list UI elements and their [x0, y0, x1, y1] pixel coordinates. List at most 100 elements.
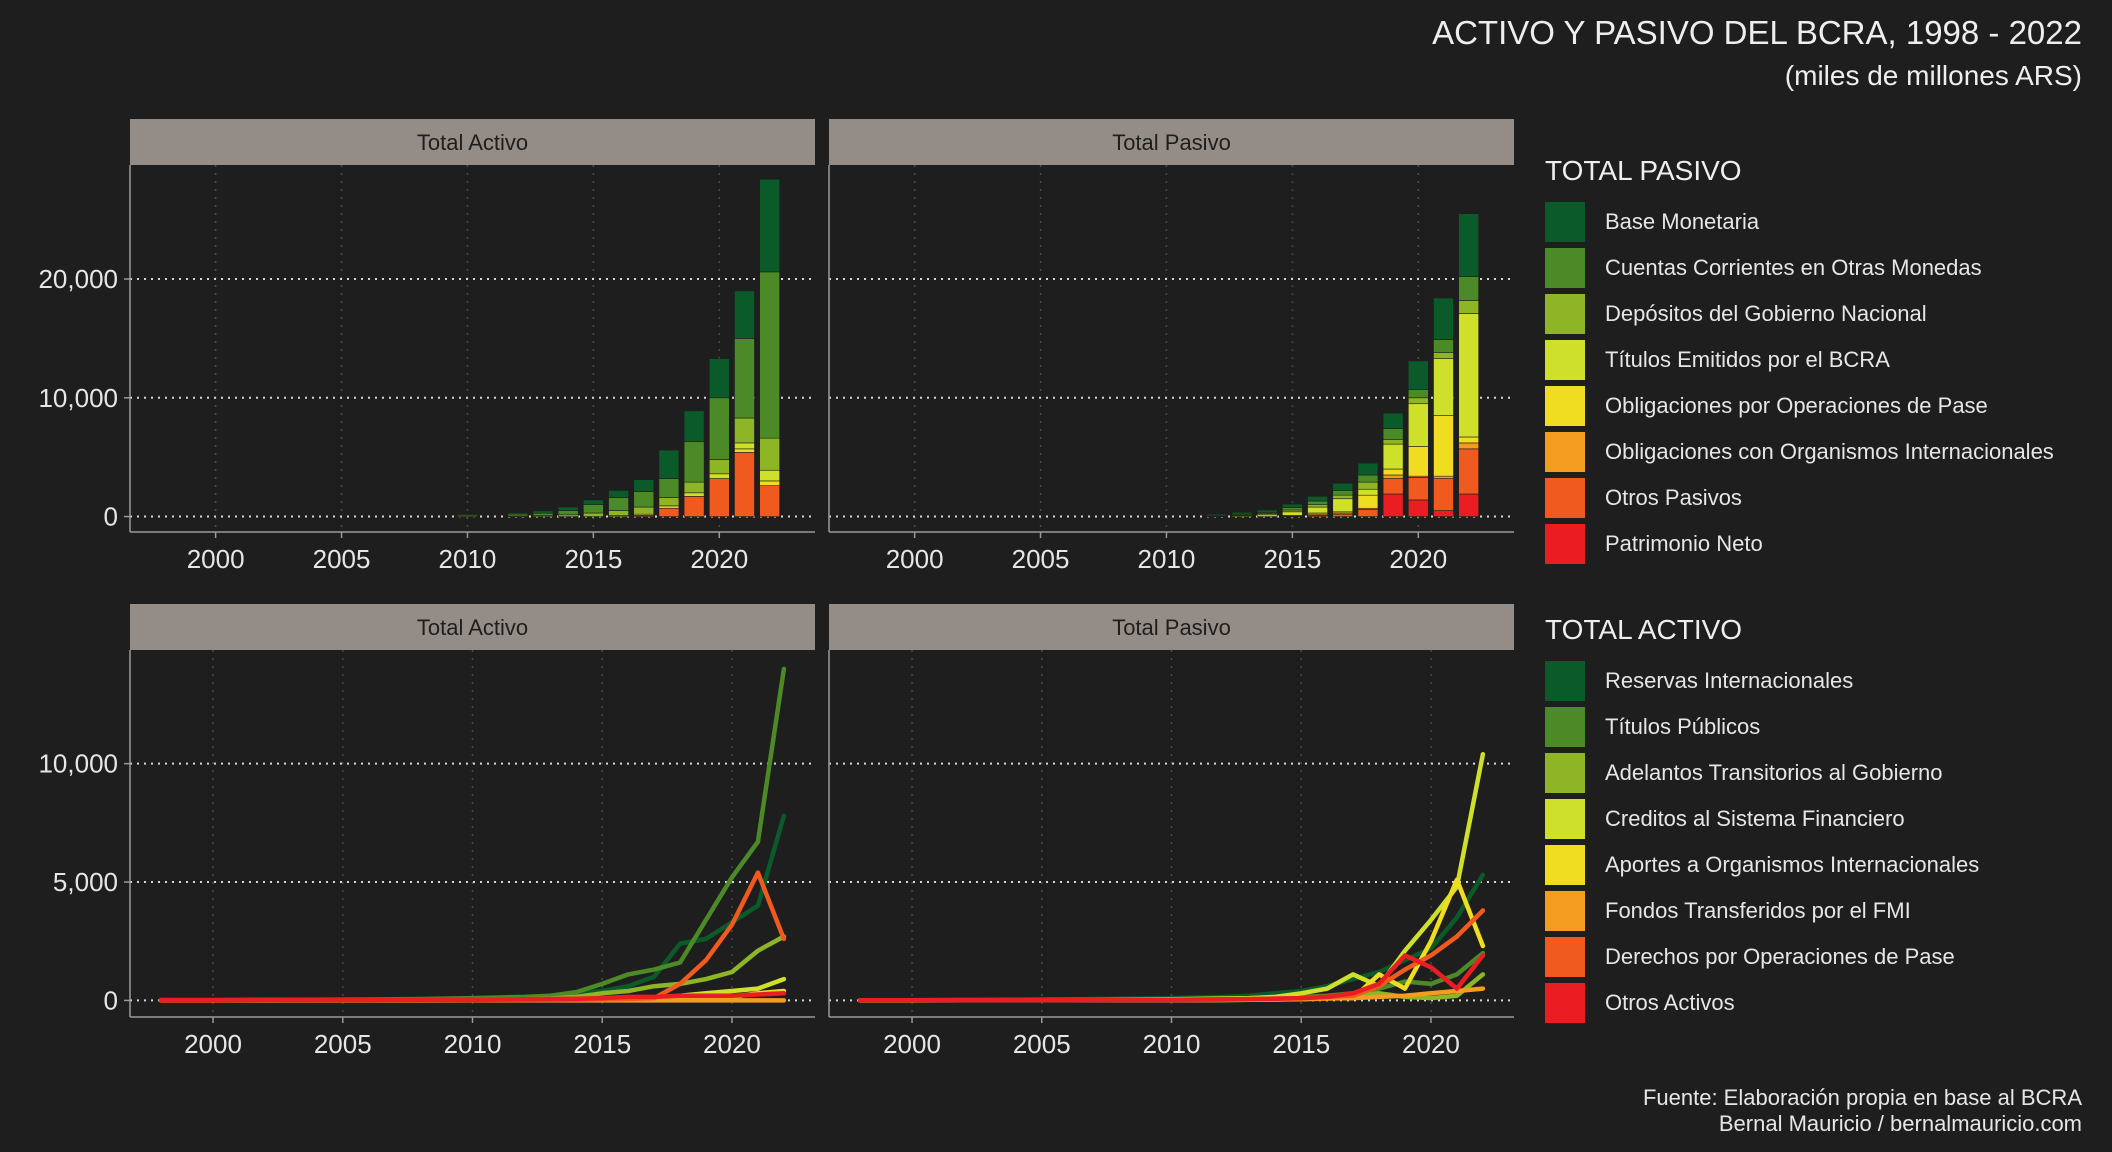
- legend-item: Fondos Transferidos por el FMI: [1545, 888, 1979, 934]
- legend-item: Base Monetaria: [1545, 199, 2054, 245]
- x-tick-label: 2020: [690, 544, 748, 574]
- legend-swatch: [1545, 983, 1585, 1023]
- bar-segment: [1332, 513, 1354, 517]
- bar-segment: [608, 510, 629, 516]
- legend-label: Obligaciones con Organismos Internaciona…: [1605, 439, 2054, 464]
- caption-author: Bernal Mauricio / bernalmauricio.com: [1718, 1111, 2082, 1136]
- legend-item: Títulos Emitidos por el BCRA: [1545, 337, 2054, 383]
- legend-swatch: [1545, 753, 1585, 793]
- legend-swatch: [1545, 845, 1585, 885]
- bar-segment: [1382, 443, 1404, 470]
- bar-segment: [608, 490, 629, 498]
- bar-segment: [1357, 509, 1379, 517]
- legend-label: Patrimonio Neto: [1605, 531, 1763, 556]
- series-line: [158, 991, 787, 1003]
- bar-segment: [1282, 511, 1303, 516]
- bar-segment: [1307, 496, 1328, 502]
- legend-swatch: [1545, 661, 1585, 701]
- legend-label: Derechos por Operaciones de Pase: [1605, 944, 1955, 969]
- bar-segment: [1256, 509, 1278, 513]
- legend-label: Fondos Transferidos por el FMI: [1605, 898, 1911, 923]
- legend-swatch: [1545, 891, 1585, 931]
- bar-segment: [1357, 494, 1379, 509]
- panel-lines-total-pasivo: Total Pasivo 2000 2005 2010 2015 2020: [828, 604, 1514, 1059]
- legend-item: Cuentas Corrientes en Otras Monedas: [1545, 245, 2054, 291]
- facet-strip-label: Total Activo: [417, 615, 528, 640]
- bar-segment: [1332, 494, 1354, 500]
- y-tick-label: 0: [104, 985, 118, 1015]
- bar-segment: [1408, 389, 1429, 399]
- bar-segment: [1408, 477, 1429, 501]
- legend-swatch: [1545, 340, 1585, 380]
- chart-caption: Fuente: Elaboración propia en base al BC…: [1643, 1085, 2082, 1137]
- facet-strip: [829, 604, 1514, 650]
- x-tick-label: 2010: [439, 544, 497, 574]
- legend-swatch: [1545, 707, 1585, 747]
- panel-bars-total-pasivo: Total Pasivo 2000 2005 2010 2015 2020: [828, 119, 1514, 574]
- x-tick-label: 2005: [1013, 1029, 1071, 1059]
- bar-segment: [583, 504, 604, 514]
- legend-label: Títulos Emitidos por el BCRA: [1605, 347, 1890, 372]
- x-tick-label: 2000: [886, 544, 944, 574]
- bar-segment: [1357, 488, 1379, 496]
- bar-segment: [1382, 468, 1404, 476]
- bar-segment: [557, 506, 579, 511]
- bar-segment: [1408, 446, 1429, 477]
- bar-segment: [759, 271, 780, 439]
- legend-label: Otros Activos: [1605, 990, 1735, 1015]
- bar-segment: [1382, 478, 1404, 495]
- y-tick-label: 10,000: [38, 383, 118, 413]
- panel-lines-total-activo: Total Activo 2000 2005 2010 2015 2020 0 5,000 10…: [38, 604, 815, 1059]
- series-line: [857, 877, 1486, 1003]
- x-tick-label: 2015: [573, 1029, 631, 1059]
- bar-segment: [734, 417, 755, 444]
- x-tick-label: 2015: [1272, 1029, 1330, 1059]
- bar-segment: [1332, 490, 1354, 496]
- bar-segment: [633, 491, 655, 508]
- legend-label: Obligaciones por Operaciones de Pase: [1605, 393, 1988, 418]
- legend-item: Derechos por Operaciones de Pase: [1545, 934, 1979, 980]
- bar-segment: [1382, 493, 1404, 517]
- y-tick-label: 20,000: [38, 264, 118, 294]
- bar-segment: [1458, 436, 1479, 444]
- bar-segment: [1433, 475, 1454, 479]
- bar-segment: [1408, 403, 1429, 447]
- legend-label: Adelantos Transitorios al Gobierno: [1605, 760, 1943, 785]
- legend-swatch: [1545, 937, 1585, 977]
- bar-segment: [734, 448, 755, 453]
- caption-source: Fuente: Elaboración propia en base al BC…: [1642, 1085, 2082, 1110]
- legend-swatch: [1545, 248, 1585, 288]
- bar-segment: [1206, 513, 1228, 516]
- legend-swatch: [1545, 478, 1585, 518]
- bar-segment: [658, 507, 680, 517]
- y-tick-label: 10,000: [38, 749, 118, 779]
- bar-segment: [1332, 483, 1354, 491]
- y-tick-label: 5,000: [53, 867, 118, 897]
- bar-segment: [1458, 442, 1479, 450]
- bar-segment: [1282, 507, 1303, 511]
- bar-segment: [507, 512, 529, 515]
- facet-strip-label: Total Pasivo: [1112, 130, 1231, 155]
- bar-segment: [608, 497, 629, 511]
- bar-segment: [709, 478, 730, 517]
- legend-label: Otros Pasivos: [1605, 485, 1742, 510]
- bar-segment: [759, 485, 780, 517]
- legend-item: Adelantos Transitorios al Gobierno: [1545, 750, 1979, 796]
- x-tick-label: 2005: [1012, 544, 1070, 574]
- bar-segment: [1458, 276, 1479, 301]
- bar-segment: [709, 358, 730, 399]
- bar-segment: [1433, 352, 1454, 359]
- legend-label: Reservas Internacionales: [1605, 668, 1854, 693]
- bar-segment: [1307, 500, 1328, 505]
- bar-segment: [532, 510, 554, 514]
- legend-item: Obligaciones con Organismos Internaciona…: [1545, 429, 2054, 475]
- legend-label: Base Monetaria: [1605, 209, 1760, 234]
- legend-swatch: [1545, 202, 1585, 242]
- bar-segment: [1458, 448, 1479, 495]
- bar-segment: [1433, 478, 1454, 511]
- bar-segment: [1433, 510, 1454, 517]
- bar-segment: [683, 441, 705, 483]
- bar-segment: [532, 512, 554, 516]
